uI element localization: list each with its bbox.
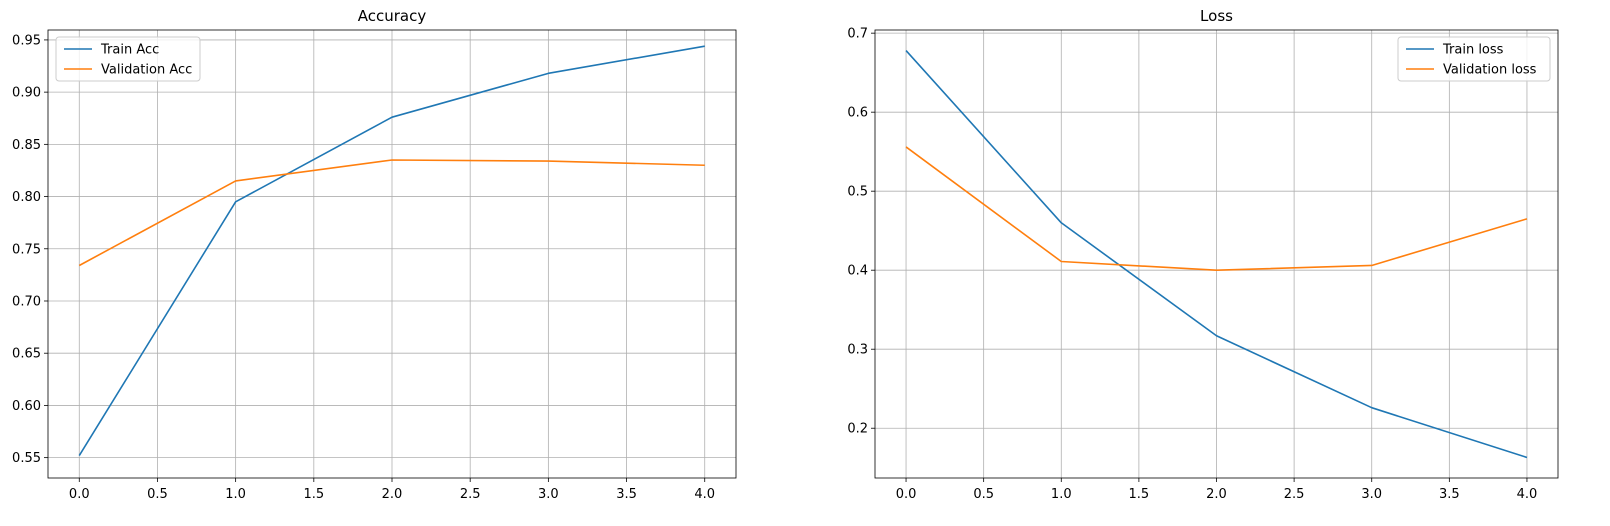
legend-label-train-loss: Train loss xyxy=(1442,43,1504,58)
series-line-validation-loss xyxy=(905,146,1528,272)
y-tick-label: 0.7 xyxy=(847,27,868,42)
x-tick-label: 0.0 xyxy=(896,487,917,502)
accuracy-chart: Accuracy 0.0 0.5 1.0 1.5 2.0 2.5 3.0 3.5 4.0 0.55 0… xyxy=(12,7,737,502)
y-tick-label: 0.85 xyxy=(12,138,41,153)
x-tick-label: 3.0 xyxy=(1361,487,1382,502)
y-tick-label: 0.75 xyxy=(12,242,41,257)
x-tick-label: 0.0 xyxy=(69,487,90,502)
legend-label-train-acc: Train Acc xyxy=(100,43,159,58)
x-tick-label: 1.0 xyxy=(225,487,246,502)
x-tick-label: 1.5 xyxy=(1129,487,1150,502)
legend: Train loss Validation loss xyxy=(1397,36,1551,82)
x-tick-label: 4.0 xyxy=(694,487,715,502)
x-tick-label: 0.5 xyxy=(973,487,994,502)
chart-title: Accuracy xyxy=(358,7,427,25)
y-tick-label: 0.95 xyxy=(12,33,41,48)
legend-box xyxy=(1397,36,1551,82)
series-line-train-loss xyxy=(905,50,1528,459)
series-line-train-acc xyxy=(78,45,705,456)
x-tick-label: 2.0 xyxy=(1206,487,1227,502)
y-tick-label: 0.5 xyxy=(847,185,868,200)
y-tick-label: 0.80 xyxy=(12,190,41,205)
legend-box xyxy=(55,36,201,82)
x-tick-label: 0.5 xyxy=(147,487,168,502)
series-line-validation-acc xyxy=(78,159,705,267)
x-tick-label: 2.5 xyxy=(460,487,481,502)
loss-chart: Loss 0.0 0.5 1.0 1.5 2.0 2.5 3.0 3.5 4.0 0.2 0.3 0.4… xyxy=(847,7,1559,502)
legend-label-validation-loss: Validation loss xyxy=(1443,63,1537,78)
y-tick-label: 0.65 xyxy=(12,347,41,362)
x-tick-label: 4.0 xyxy=(1517,487,1538,502)
legend: Train Acc Validation Acc xyxy=(55,36,201,82)
y-tick-label: 0.70 xyxy=(12,294,41,309)
x-tick-label: 3.5 xyxy=(1439,487,1460,502)
x-tick-label: 2.5 xyxy=(1284,487,1305,502)
y-tick-label: 0.2 xyxy=(847,422,868,437)
y-tick-label: 0.6 xyxy=(847,106,868,121)
x-tick-label: 1.5 xyxy=(303,487,324,502)
x-tick-label: 1.0 xyxy=(1051,487,1072,502)
y-tick-label: 0.55 xyxy=(12,451,41,466)
legend-label-validation-acc: Validation Acc xyxy=(101,63,192,78)
chart-title: Loss xyxy=(1200,7,1233,25)
x-tick-label: 3.5 xyxy=(616,487,637,502)
y-tick-label: 0.3 xyxy=(847,343,868,358)
y-tick-label: 0.60 xyxy=(12,399,41,414)
y-tick-label: 0.90 xyxy=(12,86,41,101)
y-tick-label: 0.4 xyxy=(847,264,868,279)
x-tick-label: 3.0 xyxy=(538,487,559,502)
x-tick-label: 2.0 xyxy=(382,487,403,502)
